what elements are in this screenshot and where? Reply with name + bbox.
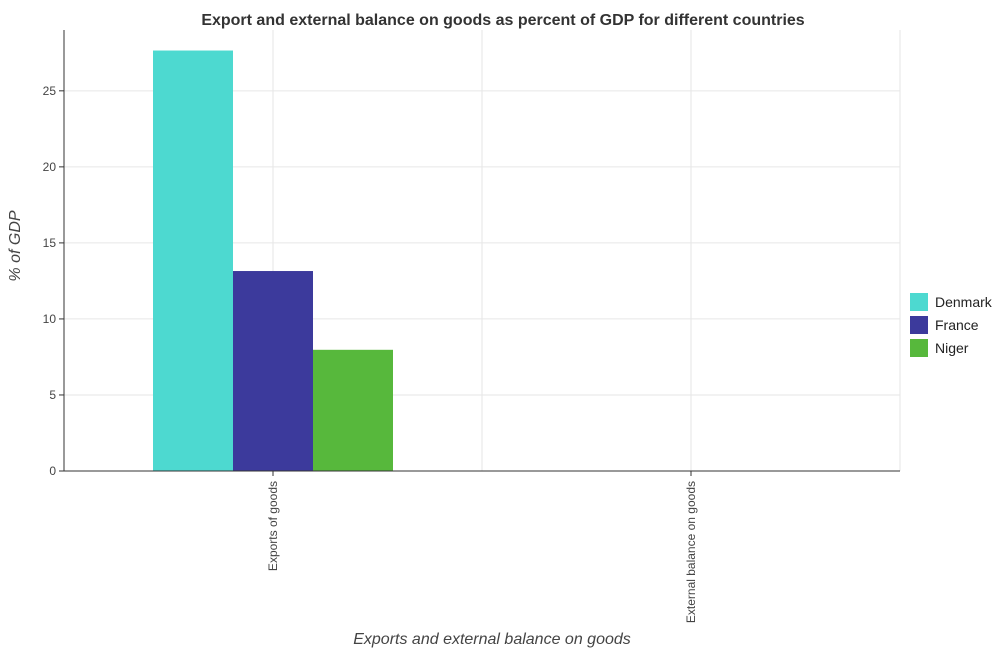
chart-title: Export and external balance on goods as …	[201, 12, 804, 29]
y-tick-label: 15	[43, 236, 57, 250]
legend-swatch-niger	[910, 339, 928, 357]
y-tick-label: 0	[49, 464, 56, 478]
legend-label-denmark: Denmark	[935, 294, 993, 310]
x-axis-title: Exports and external balance on goods	[353, 631, 631, 648]
bar-france	[233, 271, 313, 471]
y-tick-label: 10	[43, 312, 57, 326]
x-tick-label: Exports of goods	[266, 481, 280, 571]
legend-label-france: France	[935, 317, 979, 333]
bar-niger	[313, 349, 393, 471]
y-tick-label: 20	[43, 160, 57, 174]
axes: 0 5 10 15 20 25 Exports of goods External balan…	[43, 30, 900, 623]
legend: Denmark France Niger	[910, 293, 993, 357]
y-tick-label: 5	[49, 388, 56, 402]
bars	[153, 50, 393, 472]
legend-swatch-denmark	[910, 293, 928, 311]
legend-swatch-france	[910, 316, 928, 334]
bar-denmark	[153, 50, 233, 472]
x-tick-label: External balance on goods	[684, 481, 698, 623]
y-tick-label: 25	[43, 84, 57, 98]
y-axis-title: % of GDP	[7, 210, 24, 281]
legend-label-niger: Niger	[935, 340, 969, 356]
